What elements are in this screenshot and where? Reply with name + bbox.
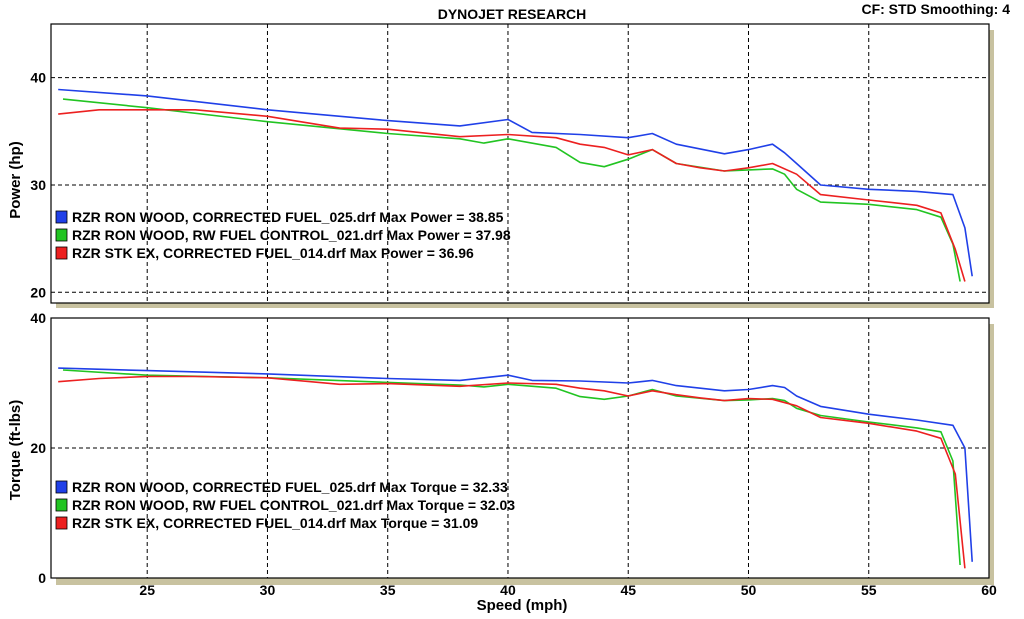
torque-series-blue-line <box>58 367 973 562</box>
chart-settings: CF: STD Smoothing: 4 <box>861 1 1010 17</box>
torque-legend-swatch-green <box>55 498 68 512</box>
power-y-tick-label: 30 <box>30 177 46 193</box>
torque-legend-entry: RZR STK EX, CORRECTED FUEL_014.drf Max T… <box>72 515 478 531</box>
torque-chart: 0 20 40 25 30 35 40 45 50 55 60 RZR RON WOOD, CORRE… <box>30 310 997 598</box>
power-y-tick-label: 20 <box>30 284 46 300</box>
power-legend-swatch-red <box>55 246 68 260</box>
power-plot-area <box>50 23 990 304</box>
power-chart: 20 30 40 RZR RON WOOD, CORRECTED FUEL_025.d… <box>30 24 989 303</box>
torque-series-red-line <box>58 375 966 569</box>
power-panel <box>50 23 994 308</box>
torque-y-tick-label: 20 <box>30 440 46 456</box>
power-series-blue-line <box>58 88 973 277</box>
power-legend-swatch-blue <box>55 210 68 224</box>
torque-legend-entry: RZR RON WOOD, RW FUEL CONTROL_021.drf Ma… <box>72 497 515 513</box>
torque-legend-swatch-blue <box>55 480 68 494</box>
power-y-axis-label: Power (hp) <box>7 141 24 219</box>
power-series-red-line <box>58 109 966 282</box>
power-legend-entry: RZR STK EX, CORRECTED FUEL_014.drf Max P… <box>72 245 474 261</box>
torque-legend-swatch-red <box>55 516 68 530</box>
chart-title: DYNOJET RESEARCH <box>438 6 587 22</box>
torque-x-tick-label: 40 <box>500 582 516 598</box>
x-axis-label: Speed (mph) <box>477 597 568 614</box>
power-legend-entry: RZR RON WOOD, CORRECTED FUEL_025.drf Max… <box>72 209 504 225</box>
torque-x-tick-label: 25 <box>139 582 155 598</box>
power-legend-swatch-green <box>55 228 68 242</box>
torque-x-tick-label: 35 <box>380 582 396 598</box>
torque-y-tick-label: 0 <box>38 570 46 586</box>
chart-marks: 20 30 40 RZR RON WOOD, CORRECTED FUEL_025.d… <box>30 24 997 598</box>
torque-legend-entry: RZR RON WOOD, CORRECTED FUEL_025.drf Max… <box>72 479 508 495</box>
power-legend-entry: RZR RON WOOD, RW FUEL CONTROL_021.drf Ma… <box>72 227 511 243</box>
torque-x-tick-label: 30 <box>260 582 276 598</box>
torque-x-tick-label: 60 <box>981 582 997 598</box>
torque-x-tick-label: 55 <box>861 582 877 598</box>
torque-x-tick-label: 45 <box>620 582 636 598</box>
torque-x-tick-label: 50 <box>741 582 757 598</box>
torque-y-axis-label: Torque (ft-lbs) <box>7 400 24 501</box>
power-y-tick-label: 40 <box>30 70 46 86</box>
torque-y-tick-label: 40 <box>30 310 46 326</box>
torque-panel <box>50 317 994 585</box>
